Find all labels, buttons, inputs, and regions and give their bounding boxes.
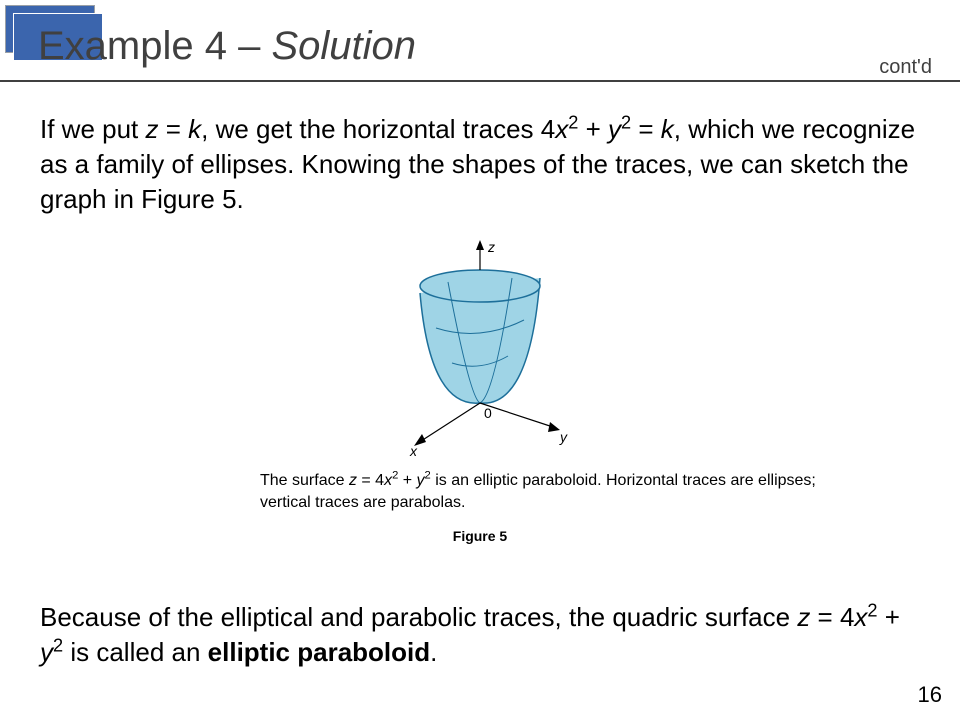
paragraph-1: If we put z = k, we get the horizontal t… bbox=[40, 112, 920, 217]
p2-z: z bbox=[797, 602, 810, 632]
p2-xsup: 2 bbox=[867, 600, 877, 620]
title-prefix: Example 4 – bbox=[38, 24, 271, 68]
p1-k2: k bbox=[661, 114, 674, 144]
figure-label: Figure 5 bbox=[0, 528, 960, 544]
p1-eq1: = bbox=[159, 114, 189, 144]
axis-z-label: z bbox=[487, 239, 495, 255]
p2-bold: elliptic paraboloid bbox=[208, 637, 430, 667]
p1-z: z bbox=[146, 114, 159, 144]
contd-label: cont'd bbox=[879, 56, 932, 79]
p1-xsup: 2 bbox=[568, 112, 578, 132]
fc-plus: + bbox=[398, 472, 416, 489]
p2-x: x bbox=[854, 602, 867, 632]
p1-eq2: = bbox=[631, 114, 661, 144]
fc-z: z bbox=[349, 472, 357, 489]
title-italic: Solution bbox=[271, 24, 416, 68]
p1-t2: , we get the horizontal traces 4 bbox=[201, 114, 555, 144]
fc-pre: The surface bbox=[260, 472, 349, 489]
title-underline bbox=[0, 80, 960, 82]
axis-y-arrow bbox=[548, 422, 560, 432]
axis-z-arrow bbox=[476, 240, 484, 250]
p2-mid: is called an bbox=[63, 637, 208, 667]
axis-y-label: y bbox=[559, 429, 568, 445]
p1-plus: + bbox=[578, 114, 608, 144]
paraboloid-svg: z x y 0 bbox=[370, 238, 590, 458]
top-rim bbox=[420, 270, 540, 302]
p1-ysup: 2 bbox=[621, 112, 631, 132]
p1-k: k bbox=[188, 114, 201, 144]
p1-y: y bbox=[608, 114, 621, 144]
axis-x-label: x bbox=[409, 443, 418, 458]
origin-label: 0 bbox=[484, 405, 492, 421]
p1-t1: If we put bbox=[40, 114, 146, 144]
p1-x: x bbox=[555, 114, 568, 144]
p2-y: y bbox=[40, 637, 53, 667]
axis-x bbox=[418, 403, 480, 443]
page-number: 16 bbox=[918, 682, 942, 708]
p2-plus: + bbox=[878, 602, 900, 632]
p2-end: . bbox=[430, 637, 437, 667]
p2-eq: = 4 bbox=[810, 602, 854, 632]
page-title: Example 4 – Solution bbox=[38, 24, 416, 69]
fc-x: x bbox=[384, 472, 392, 489]
fc-eq: = 4 bbox=[357, 472, 384, 489]
p2-ysup: 2 bbox=[53, 635, 63, 655]
p2-pre: Because of the elliptical and parabolic … bbox=[40, 602, 797, 632]
paragraph-2: Because of the elliptical and parabolic … bbox=[40, 600, 920, 670]
fc-y: y bbox=[417, 472, 425, 489]
figure-caption: The surface z = 4x2 + y2 is an elliptic … bbox=[260, 470, 820, 513]
